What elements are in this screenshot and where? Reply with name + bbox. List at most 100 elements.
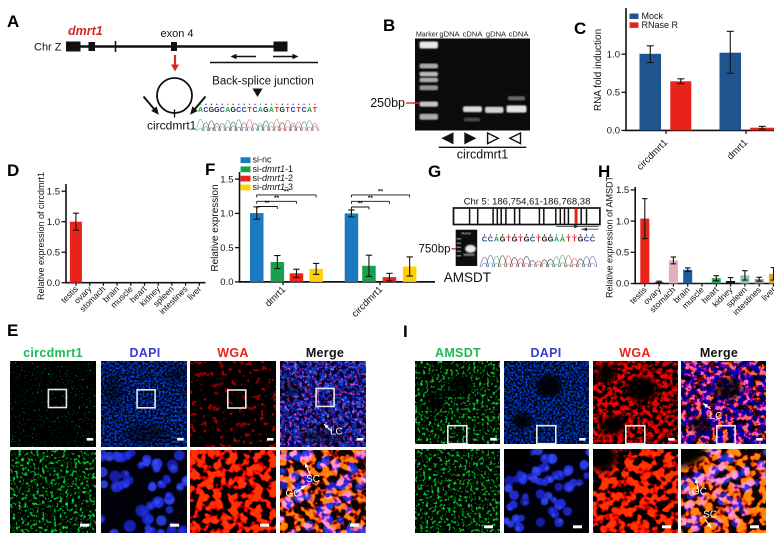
svg-text:si-nc: si-nc [253, 155, 273, 165]
svg-text:0.5: 0.5 [607, 88, 620, 99]
svg-text:A: A [198, 107, 203, 114]
svg-text:RNA fold induction: RNA fold induction [593, 29, 604, 111]
svg-text:dmrt1: dmrt1 [725, 137, 750, 162]
svg-text:LC: LC [330, 426, 343, 437]
svg-text:T: T [286, 107, 291, 114]
svg-text:A: A [554, 235, 560, 244]
svg-text:1.0: 1.0 [607, 49, 620, 60]
svg-text:1.0: 1.0 [616, 216, 629, 227]
svg-text:G: G [214, 107, 220, 114]
svg-text:750bp: 750bp [419, 244, 451, 256]
svg-text:AMSDT: AMSDT [444, 270, 491, 285]
svg-text:Mock: Mock [642, 11, 664, 21]
svg-text:A: A [225, 107, 230, 114]
svg-text:T: T [536, 235, 541, 244]
svg-text:1.5: 1.5 [220, 174, 233, 185]
svg-text:G: G [578, 235, 584, 244]
svg-text:0.5: 0.5 [616, 248, 629, 259]
svg-text:circdmrt1: circdmrt1 [635, 137, 670, 172]
svg-text:circdmrt1: circdmrt1 [147, 119, 197, 133]
svg-text:cDNA: cDNA [509, 30, 530, 39]
svg-text:1.5: 1.5 [616, 185, 629, 196]
svg-text:A: A [307, 107, 312, 114]
svg-text:gDNA: gDNA [486, 30, 507, 39]
svg-text:0.0: 0.0 [220, 277, 233, 288]
svg-text:si-dmrt1-3: si-dmrt1-3 [253, 182, 294, 192]
svg-text:gDNA: gDNA [439, 30, 460, 39]
svg-text:T: T [566, 235, 571, 244]
svg-text:T: T [506, 235, 511, 244]
svg-text:Marker: Marker [462, 232, 473, 236]
svg-text:circdmrt1: circdmrt1 [350, 284, 385, 319]
svg-text:**: ** [274, 195, 280, 202]
svg-text:RNase R: RNase R [642, 20, 679, 30]
svg-text:A: A [258, 107, 263, 114]
svg-text:C: C [530, 235, 536, 244]
svg-text:Relative expression of circdmr: Relative expression of circdmrt1 [36, 172, 46, 300]
svg-text:**: ** [284, 188, 290, 195]
svg-text:si-dmrt1-2: si-dmrt1-2 [253, 173, 294, 183]
svg-text:C: C [203, 107, 208, 114]
svg-text:exon 4: exon 4 [160, 28, 193, 40]
svg-text:1.0: 1.0 [220, 209, 233, 220]
svg-text:G: G [500, 235, 506, 244]
svg-text:G: G [524, 235, 530, 244]
svg-text:0.5: 0.5 [220, 243, 233, 254]
svg-text:G: G [263, 107, 269, 114]
svg-text:Relative expression: Relative expression [210, 184, 221, 271]
svg-text:Back-splice junction: Back-splice junction [212, 76, 314, 88]
svg-text:LC: LC [710, 411, 723, 422]
svg-text:Chr Z: Chr Z [34, 42, 62, 54]
svg-text:C: C [252, 107, 257, 114]
svg-text:T: T [275, 107, 280, 114]
svg-text:Relative expression of AMSDT: Relative expression of AMSDT [605, 175, 615, 298]
svg-text:G: G [542, 235, 548, 244]
svg-text:1.0: 1.0 [47, 217, 60, 228]
svg-text:250bp: 250bp [370, 96, 405, 110]
svg-text:cDNA: cDNA [463, 30, 484, 39]
svg-text:C: C [302, 107, 307, 114]
svg-text:G: G [279, 107, 285, 114]
svg-text:SC: SC [306, 474, 320, 485]
svg-text:C: C [236, 107, 241, 114]
svg-text:Marker: Marker [416, 30, 439, 39]
svg-text:T: T [247, 107, 252, 114]
svg-text:C: C [291, 107, 296, 114]
svg-text:T: T [518, 235, 523, 244]
svg-text:T: T [572, 235, 577, 244]
svg-text:A: A [494, 235, 500, 244]
svg-text:GC: GC [692, 486, 707, 497]
svg-text:**: ** [264, 200, 270, 207]
svg-text:dmrt1: dmrt1 [263, 284, 288, 309]
svg-text:0.0: 0.0 [616, 279, 629, 290]
svg-text:T: T [313, 107, 318, 114]
svg-text:C: C [584, 235, 590, 244]
svg-text:A: A [269, 107, 274, 114]
svg-text:G: G [512, 235, 518, 244]
svg-text:A: A [560, 235, 566, 244]
svg-text:**: ** [378, 188, 384, 195]
svg-text:**: ** [368, 195, 374, 202]
svg-text:C: C [488, 235, 494, 244]
svg-text:C: C [220, 107, 225, 114]
svg-text:0.5: 0.5 [47, 247, 60, 258]
svg-text:Chr 5: 186,754,61-186,768,38: Chr 5: 186,754,61-186,768,38 [464, 197, 591, 208]
svg-text:circdmrt1: circdmrt1 [457, 148, 508, 162]
svg-text:si-dmrt1-1: si-dmrt1-1 [253, 164, 294, 174]
svg-text:C: C [242, 107, 247, 114]
svg-text:liver: liver [185, 284, 203, 302]
svg-text:1.5: 1.5 [47, 186, 60, 197]
svg-text:0.0: 0.0 [47, 278, 60, 289]
svg-text:liver: liver [759, 285, 774, 303]
svg-text:0.0: 0.0 [607, 126, 620, 137]
svg-text:**: ** [358, 201, 364, 208]
svg-text:SC: SC [703, 509, 717, 520]
svg-text:G: G [209, 107, 215, 114]
svg-text:G: G [230, 107, 236, 114]
svg-text:C: C [590, 235, 596, 244]
svg-text:C: C [482, 235, 488, 244]
svg-text:T: T [296, 107, 301, 114]
svg-text:G: G [548, 235, 554, 244]
svg-text:dmrt1: dmrt1 [68, 24, 103, 38]
svg-text:GC: GC [286, 488, 301, 499]
